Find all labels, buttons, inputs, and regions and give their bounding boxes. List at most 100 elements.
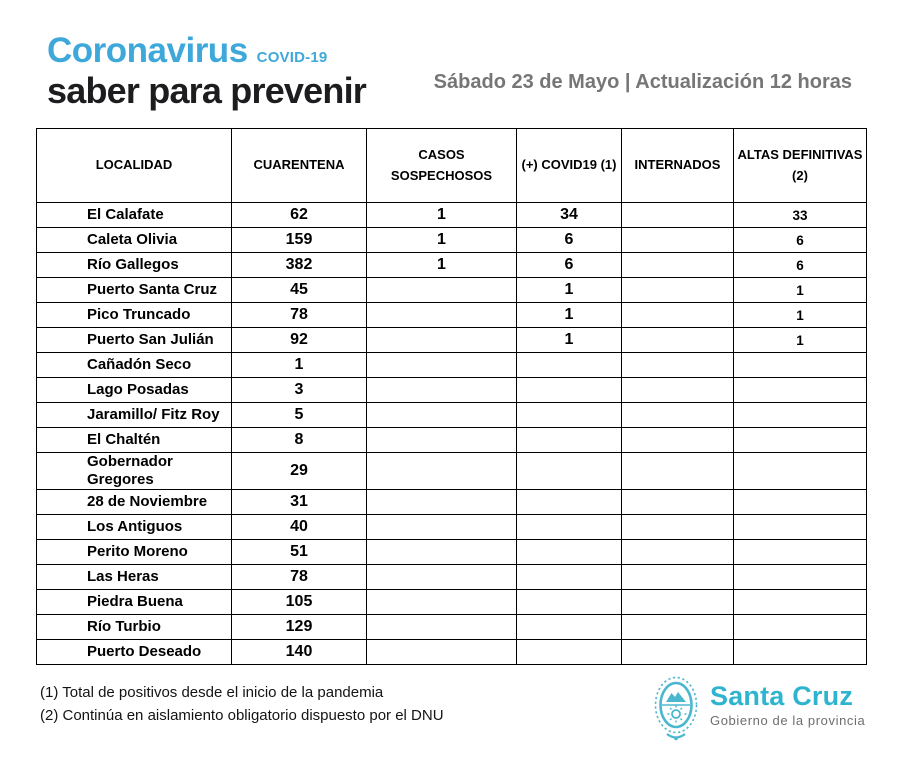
- brand-tagline: saber para prevenir: [47, 69, 367, 111]
- santa-cruz-crest-icon: [654, 676, 698, 741]
- cell-altas: 1: [733, 277, 867, 303]
- cell-localidad: Puerto San Julián: [36, 327, 232, 353]
- footnote-1: (1) Total de positivos desde el inicio d…: [40, 684, 384, 701]
- cell-internados: [621, 589, 734, 615]
- cell-cuarentena: 78: [231, 564, 367, 590]
- cell-internados: [621, 402, 734, 428]
- cell-covid: [516, 614, 622, 640]
- cell-sospechosos: 1: [366, 252, 517, 278]
- cell-altas: [733, 402, 867, 428]
- cell-localidad: Gobernador Gregores: [36, 452, 232, 490]
- table-row: Lago Posadas 3: [36, 377, 867, 403]
- cell-covid: [516, 564, 622, 590]
- cell-localidad: 28 de Noviembre: [36, 489, 232, 515]
- footnotes: (1) Total de positivos desde el inicio d…: [40, 681, 444, 727]
- cell-covid: [516, 639, 622, 665]
- cell-altas: [733, 352, 867, 378]
- cell-sospechosos: [366, 539, 517, 565]
- cell-covid: [516, 452, 622, 490]
- cell-sospechosos: [366, 514, 517, 540]
- cell-internados: [621, 452, 734, 490]
- cell-internados: [621, 614, 734, 640]
- cell-localidad: Las Heras: [36, 564, 232, 590]
- table-row: Perito Moreno 51: [36, 539, 867, 565]
- cell-covid: [516, 489, 622, 515]
- cell-cuarentena: 1: [231, 352, 367, 378]
- cell-covid: 6: [516, 252, 622, 278]
- cell-internados: [621, 377, 734, 403]
- table-row: Piedra Buena 105: [36, 589, 867, 615]
- cell-sospechosos: [366, 564, 517, 590]
- cell-internados: [621, 277, 734, 303]
- cell-cuarentena: 31: [231, 489, 367, 515]
- cell-internados: [621, 539, 734, 565]
- table-row: Los Antiguos 40: [36, 514, 867, 540]
- cell-covid: 1: [516, 327, 622, 353]
- cell-internados: [621, 564, 734, 590]
- cell-internados: [621, 489, 734, 515]
- update-date: Sábado 23 de Mayo | Actualización 12 hor…: [433, 71, 852, 93]
- cell-altas: 6: [733, 227, 867, 253]
- cell-sospechosos: [366, 277, 517, 303]
- cell-cuarentena: 78: [231, 302, 367, 328]
- cell-altas: [733, 589, 867, 615]
- cell-altas: [733, 452, 867, 490]
- cell-covid: 1: [516, 302, 622, 328]
- table-header-row: LOCALIDAD CUARENTENA CASOS SOSPECHOSOS (…: [36, 128, 867, 203]
- col-header-cuarentena: CUARENTENA: [231, 128, 367, 203]
- cell-altas: 6: [733, 252, 867, 278]
- cell-localidad: Cañadón Seco: [36, 352, 232, 378]
- table-row: Cañadón Seco 1: [36, 352, 867, 378]
- covid-localities-table: LOCALIDAD CUARENTENA CASOS SOSPECHOSOS (…: [36, 128, 867, 665]
- cell-internados: [621, 327, 734, 353]
- table-row: 28 de Noviembre 31: [36, 489, 867, 515]
- cell-cuarentena: 62: [231, 202, 367, 228]
- cell-altas: 1: [733, 327, 867, 353]
- cell-cuarentena: 40: [231, 514, 367, 540]
- table-row: El Chaltén 8: [36, 427, 867, 453]
- cell-covid: [516, 377, 622, 403]
- cell-sospechosos: [366, 639, 517, 665]
- cell-covid: 34: [516, 202, 622, 228]
- cell-localidad: Pico Truncado: [36, 302, 232, 328]
- cell-altas: [733, 614, 867, 640]
- cell-sospechosos: [366, 614, 517, 640]
- cell-localidad: Puerto Deseado: [36, 639, 232, 665]
- cell-altas: 33: [733, 202, 867, 228]
- cell-sospechosos: [366, 327, 517, 353]
- cell-covid: [516, 539, 622, 565]
- cell-localidad: Puerto Santa Cruz: [36, 277, 232, 303]
- cell-internados: [621, 639, 734, 665]
- brand-title: Coronavirus: [47, 31, 248, 70]
- cell-localidad: Río Turbio: [36, 614, 232, 640]
- table-row: Caleta Olivia 159 1 6 6: [36, 227, 867, 253]
- cell-sospechosos: [366, 489, 517, 515]
- col-header-localidad: LOCALIDAD: [36, 128, 232, 203]
- cell-localidad: Los Antiguos: [36, 514, 232, 540]
- cell-altas: [733, 539, 867, 565]
- table-row: Puerto San Julián 92 1 1: [36, 327, 867, 353]
- cell-covid: [516, 427, 622, 453]
- cell-altas: [733, 489, 867, 515]
- cell-cuarentena: 45: [231, 277, 367, 303]
- brand-logo: Coronavirus COVID-19 saber para prevenir: [47, 31, 367, 111]
- cell-internados: [621, 514, 734, 540]
- gov-name: Santa Cruz: [710, 681, 854, 711]
- cell-sospechosos: [366, 427, 517, 453]
- cell-sospechosos: 1: [366, 227, 517, 253]
- gov-logo: Santa Cruz Gobierno de la provincia: [652, 674, 865, 742]
- cell-altas: [733, 427, 867, 453]
- cell-internados: [621, 202, 734, 228]
- cell-localidad: El Calafate: [36, 202, 232, 228]
- col-header-altas: ALTAS DEFINITIVAS (2): [733, 128, 867, 203]
- cell-sospechosos: [366, 377, 517, 403]
- cell-localidad: Lago Posadas: [36, 377, 232, 403]
- cell-localidad: Jaramillo/ Fitz Roy: [36, 402, 232, 428]
- cell-localidad: El Chaltén: [36, 427, 232, 453]
- cell-localidad: Río Gallegos: [36, 252, 232, 278]
- cell-internados: [621, 227, 734, 253]
- cell-altas: [733, 377, 867, 403]
- cell-altas: [733, 639, 867, 665]
- gov-subtitle: Gobierno de la provincia: [710, 713, 866, 728]
